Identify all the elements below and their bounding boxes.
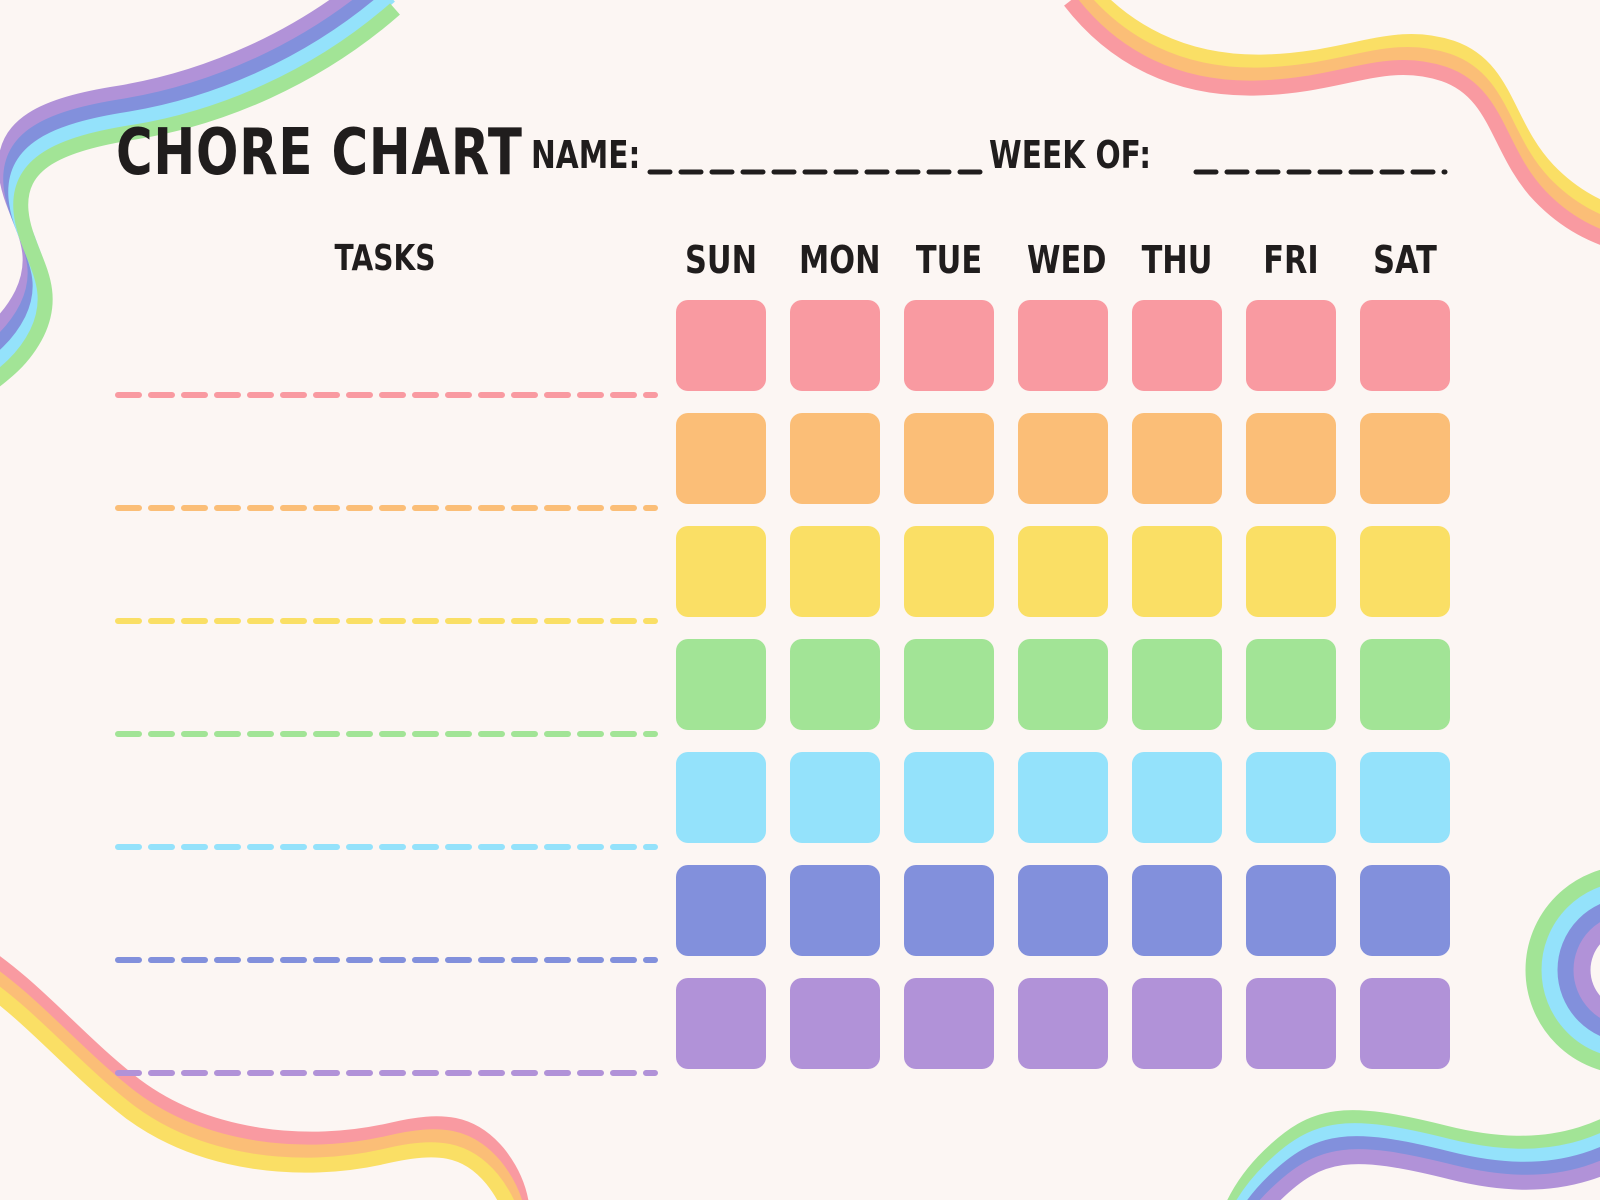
chore-cell-fri-yellow[interactable] — [1246, 526, 1336, 617]
chore-cell-sun-indigo[interactable] — [676, 865, 766, 956]
chore-cell-fri-pink[interactable] — [1246, 300, 1336, 391]
page-title: CHORE CHART — [116, 116, 523, 190]
tasks-column-header: TASKS — [334, 238, 436, 279]
chore-cell-fri-green[interactable] — [1246, 639, 1336, 730]
chore-cell-wed-green[interactable] — [1018, 639, 1108, 730]
week-of-label: WEEK OF: — [989, 133, 1152, 177]
day-header-tue: TUE — [915, 238, 983, 282]
chore-cell-sat-blue[interactable] — [1360, 752, 1450, 843]
day-header-wed: WED — [1027, 238, 1107, 282]
chore-cell-fri-orange[interactable] — [1246, 413, 1336, 504]
chore-cell-sun-orange[interactable] — [676, 413, 766, 504]
chore-cell-sat-green[interactable] — [1360, 639, 1450, 730]
chore-cell-sun-yellow[interactable] — [676, 526, 766, 617]
day-header-fri: FRI — [1263, 238, 1319, 282]
chore-cell-fri-indigo[interactable] — [1246, 865, 1336, 956]
chore-cell-tue-orange[interactable] — [904, 413, 994, 504]
chore-cell-thu-purple[interactable] — [1132, 978, 1222, 1069]
chore-cell-wed-pink[interactable] — [1018, 300, 1108, 391]
chore-grid — [676, 300, 1450, 1069]
day-header-mon: MON — [799, 238, 881, 282]
chore-cell-thu-indigo[interactable] — [1132, 865, 1222, 956]
ribbon-bottom-right-wave — [1227, 1110, 1600, 1200]
chore-cell-tue-pink[interactable] — [904, 300, 994, 391]
chore-cell-wed-yellow[interactable] — [1018, 526, 1108, 617]
chore-cell-mon-pink[interactable] — [790, 300, 880, 391]
chore-cell-mon-purple[interactable] — [790, 978, 880, 1069]
chore-cell-sun-pink[interactable] — [676, 300, 766, 391]
chore-cell-mon-green[interactable] — [790, 639, 880, 730]
chore-cell-thu-green[interactable] — [1132, 639, 1222, 730]
ribbon-top-left — [0, 0, 400, 387]
chore-cell-sat-pink[interactable] — [1360, 300, 1450, 391]
chore-cell-sun-purple[interactable] — [676, 978, 766, 1069]
chore-cell-sat-yellow[interactable] — [1360, 526, 1450, 617]
chore-cell-mon-indigo[interactable] — [790, 865, 880, 956]
chore-cell-sat-indigo[interactable] — [1360, 865, 1450, 956]
day-header-thu: THU — [1141, 238, 1213, 282]
ribbon-top-right — [1064, 0, 1600, 245]
chore-cell-tue-purple[interactable] — [904, 978, 994, 1069]
chore-cell-sun-blue[interactable] — [676, 752, 766, 843]
ribbon-bottom-right-loop — [1525, 869, 1600, 1071]
chore-cell-tue-blue[interactable] — [904, 752, 994, 843]
chore-cell-mon-orange[interactable] — [790, 413, 880, 504]
day-header-sat: SAT — [1373, 238, 1437, 282]
chore-cell-wed-purple[interactable] — [1018, 978, 1108, 1069]
chore-cell-sun-green[interactable] — [676, 639, 766, 730]
chore-cell-wed-blue[interactable] — [1018, 752, 1108, 843]
chore-cell-mon-blue[interactable] — [790, 752, 880, 843]
chore-cell-tue-yellow[interactable] — [904, 526, 994, 617]
day-header-row: SUN MON TUE WED THU FRI SAT — [676, 241, 1450, 279]
chore-cell-wed-orange[interactable] — [1018, 413, 1108, 504]
chore-cell-thu-yellow[interactable] — [1132, 526, 1222, 617]
day-header-sun: SUN — [685, 238, 758, 282]
chore-cell-fri-purple[interactable] — [1246, 978, 1336, 1069]
chore-cell-sat-orange[interactable] — [1360, 413, 1450, 504]
chore-cell-tue-indigo[interactable] — [904, 865, 994, 956]
chore-cell-fri-blue[interactable] — [1246, 752, 1336, 843]
chore-cell-wed-indigo[interactable] — [1018, 865, 1108, 956]
chore-cell-thu-pink[interactable] — [1132, 300, 1222, 391]
name-label: NAME: — [531, 133, 641, 177]
chore-cell-sat-purple[interactable] — [1360, 978, 1450, 1069]
chore-cell-mon-yellow[interactable] — [790, 526, 880, 617]
chore-cell-thu-blue[interactable] — [1132, 752, 1222, 843]
ribbon-bottom-left — [0, 956, 529, 1200]
chore-cell-thu-orange[interactable] — [1132, 413, 1222, 504]
chore-cell-tue-green[interactable] — [904, 639, 994, 730]
